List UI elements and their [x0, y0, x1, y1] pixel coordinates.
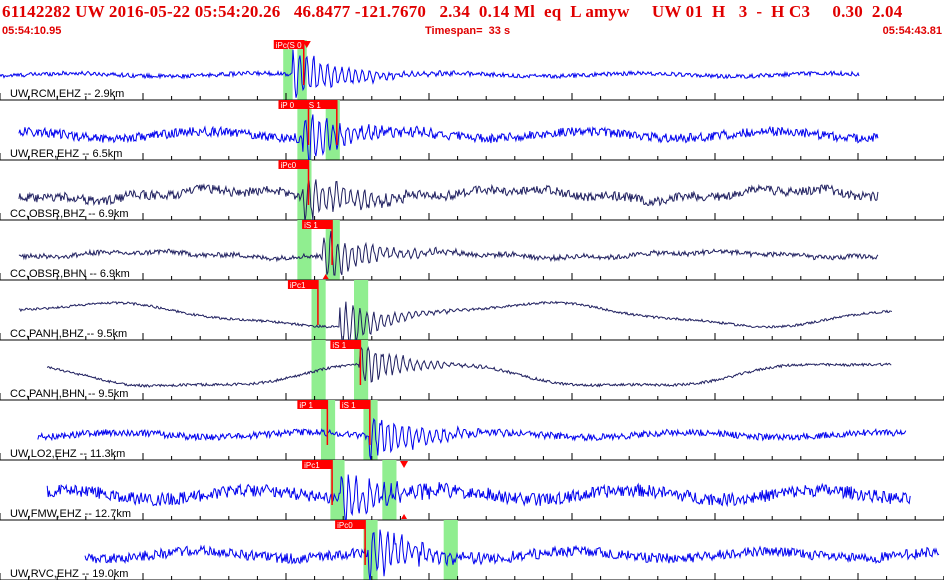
channel-label: CC,OBSR,BHZ -- 6.9km: [10, 208, 129, 220]
channel-row[interactable]: iP 1 iS 1 UW,LO2,EHZ -- 11.3km: [0, 400, 944, 461]
channel-row[interactable]: iS 1 CC,PANH,BHN -- 9.5km: [0, 340, 944, 401]
phase-pick-label: iP 0: [280, 101, 294, 110]
pick-window: [297, 40, 307, 100]
phase-pick-label: iPc1: [290, 281, 306, 290]
phase-pick-flag[interactable]: [297, 400, 328, 409]
phase-pick-flag[interactable]: [278, 160, 309, 169]
end-time: 05:54:43.81: [882, 25, 942, 37]
phase-pick-label: iPc0: [280, 161, 296, 170]
pick-window: [354, 280, 369, 340]
channel-row[interactable]: iPc1 CC,PANH,BHZ -- 9.5km: [0, 280, 944, 345]
waveform-trace: [18, 179, 879, 222]
event-summary: 61142282 UW 2016-05-22 05:54:20.26 46.84…: [2, 2, 903, 21]
waveform-trace: [46, 346, 892, 388]
phase-pick-flag[interactable]: [287, 280, 318, 289]
channel-label: UW,RER,EHZ -- 6.5km: [10, 148, 122, 160]
waveform-trace: [18, 114, 879, 163]
pick-window: [297, 220, 312, 280]
waveform-trace: [46, 474, 911, 522]
polarity-marker-down[interactable]: [321, 221, 330, 228]
pick-window: [443, 520, 458, 580]
channel-label: CC,PANH,BHZ -- 9.5km: [10, 328, 127, 340]
polarity-marker-down[interactable]: [302, 41, 311, 48]
timespan: Timespan= 33 s: [425, 25, 511, 37]
phase-pick-flag[interactable]: [302, 220, 333, 229]
phase-pick-flag[interactable]: [278, 100, 309, 109]
channel-row[interactable]: iS 1 CC,OBSR,BHN -- 6.9km: [0, 220, 944, 281]
channel-label: UW,FMW,EHZ -- 12.7km: [10, 508, 131, 520]
pick-window: [283, 40, 293, 100]
channel-row[interactable]: iPc1 UW,FMW,EHZ -- 12.7km: [0, 460, 944, 522]
start-time: 05:54:10.95: [2, 25, 62, 37]
phase-pick-label: iP 1: [299, 401, 313, 410]
phase-pick-label: iPc(S 0: [276, 41, 302, 50]
phase-pick-flag[interactable]: [273, 40, 304, 49]
waveform-trace: [37, 417, 907, 460]
waveform-trace: [84, 529, 940, 582]
phase-pick-flag[interactable]: [306, 100, 337, 109]
phase-pick-label: iS 1: [332, 341, 346, 350]
channel-row[interactable]: iPc(S 0 UW,RCM,EHZ -- 2.9km: [0, 40, 944, 101]
phase-pick-label: iPc0: [337, 521, 353, 530]
channel-label: UW,RVC,EHZ -- 19.0km: [10, 568, 128, 580]
phase-pick-label: S 1: [309, 101, 322, 110]
channel-row[interactable]: iPc0 CC,OBSR,BHZ -- 6.9km: [0, 160, 944, 222]
pick-window: [330, 460, 345, 520]
phase-pick-flag[interactable]: [330, 340, 361, 349]
channel-label: CC,OBSR,BHN -- 6.9km: [10, 268, 130, 280]
waveform-trace: [18, 300, 893, 345]
channel-label: UW,LO2,EHZ -- 11.3km: [10, 448, 125, 460]
channel-row[interactable]: iP 0 S 1 UW,RER,EHZ -- 6.5km: [0, 100, 944, 163]
polarity-marker-down[interactable]: [400, 461, 409, 468]
waveform-trace: [0, 49, 860, 98]
phase-pick-flag[interactable]: [335, 520, 366, 529]
channel-label: CC,PANH,BHN -- 9.5km: [10, 388, 128, 400]
waveform-panel[interactable]: iPc(S 0 UW,RCM,EHZ -- 2.9km iP 0 S 1 UW,RER,…: [0, 40, 944, 582]
waveform-trace: [18, 231, 879, 276]
phase-pick-label: iS 1: [304, 221, 318, 230]
polarity-marker-up[interactable]: [322, 274, 329, 279]
phase-pick-flag[interactable]: [339, 400, 370, 409]
phase-pick-label: iPc1: [304, 461, 320, 470]
polarity-marker-up[interactable]: [401, 514, 408, 519]
phase-pick-label: iS 1: [342, 401, 356, 410]
event-header: 61142282 UW 2016-05-22 05:54:20.26 46.84…: [0, 0, 944, 40]
phase-pick-flag[interactable]: [302, 460, 333, 469]
channel-row[interactable]: iPc0 UW,RVC,EHZ -- 19.0km: [0, 520, 944, 582]
channel-label: UW,RCM,EHZ -- 2.9km: [10, 88, 124, 100]
seismogram-svg[interactable]: iPc(S 0 UW,RCM,EHZ -- 2.9km iP 0 S 1 UW,RER,…: [0, 40, 944, 582]
